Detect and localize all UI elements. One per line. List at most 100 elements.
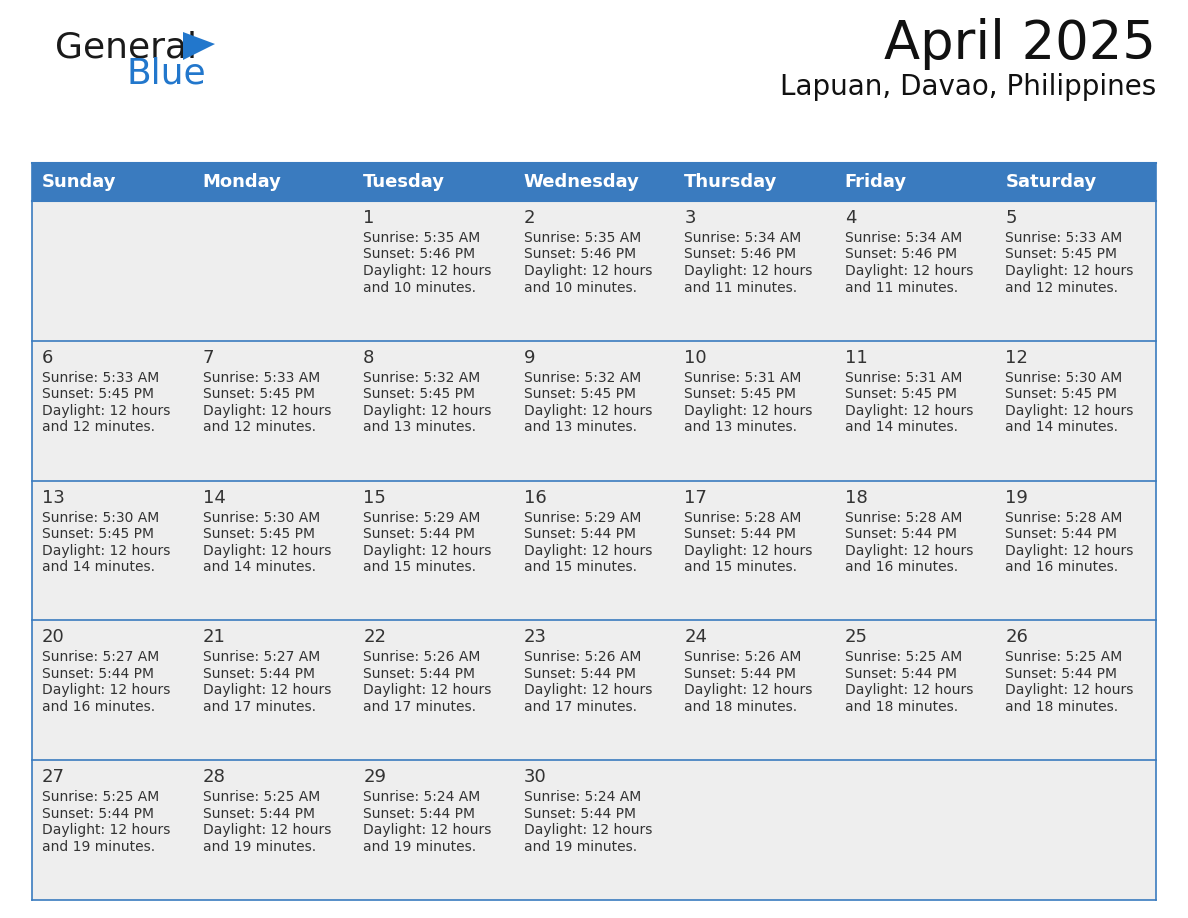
Text: and 18 minutes.: and 18 minutes. (684, 700, 797, 714)
Text: 12: 12 (1005, 349, 1029, 367)
Text: and 11 minutes.: and 11 minutes. (845, 281, 958, 295)
Bar (675, 760, 835, 900)
Text: Sunset: 5:44 PM: Sunset: 5:44 PM (364, 807, 475, 821)
Text: Sunrise: 5:34 AM: Sunrise: 5:34 AM (845, 231, 962, 245)
Text: Sunrise: 5:30 AM: Sunrise: 5:30 AM (1005, 371, 1123, 385)
Text: and 14 minutes.: and 14 minutes. (845, 420, 958, 434)
Text: Sunrise: 5:26 AM: Sunrise: 5:26 AM (524, 650, 642, 665)
Bar (192, 201, 353, 341)
Text: Sunrise: 5:30 AM: Sunrise: 5:30 AM (42, 510, 159, 524)
Text: and 15 minutes.: and 15 minutes. (524, 560, 637, 574)
Text: Sunrise: 5:31 AM: Sunrise: 5:31 AM (684, 371, 802, 385)
Bar (513, 481, 675, 621)
Text: Sunset: 5:45 PM: Sunset: 5:45 PM (42, 387, 154, 401)
Bar (835, 201, 996, 341)
Text: and 14 minutes.: and 14 minutes. (203, 560, 316, 574)
Bar (675, 341, 835, 481)
Text: Daylight: 12 hours: Daylight: 12 hours (524, 404, 652, 418)
Text: Friday: Friday (845, 173, 906, 191)
Text: Sunset: 5:44 PM: Sunset: 5:44 PM (203, 666, 315, 681)
Text: Sunset: 5:44 PM: Sunset: 5:44 PM (845, 527, 956, 541)
Text: 2: 2 (524, 209, 536, 227)
Text: Sunrise: 5:29 AM: Sunrise: 5:29 AM (364, 510, 480, 524)
Text: Sunset: 5:44 PM: Sunset: 5:44 PM (524, 807, 636, 821)
Text: Sunset: 5:46 PM: Sunset: 5:46 PM (524, 248, 636, 262)
Text: Daylight: 12 hours: Daylight: 12 hours (1005, 683, 1133, 698)
Text: 13: 13 (42, 488, 65, 507)
Text: and 19 minutes.: and 19 minutes. (42, 840, 156, 854)
Text: Sunset: 5:45 PM: Sunset: 5:45 PM (524, 387, 636, 401)
Text: and 13 minutes.: and 13 minutes. (364, 420, 476, 434)
Bar (513, 621, 675, 760)
Text: Daylight: 12 hours: Daylight: 12 hours (42, 543, 170, 557)
Text: Daylight: 12 hours: Daylight: 12 hours (203, 543, 331, 557)
Text: Sunset: 5:44 PM: Sunset: 5:44 PM (524, 527, 636, 541)
Text: and 17 minutes.: and 17 minutes. (524, 700, 637, 714)
Text: Daylight: 12 hours: Daylight: 12 hours (684, 264, 813, 278)
Text: Sunset: 5:44 PM: Sunset: 5:44 PM (364, 527, 475, 541)
Text: 11: 11 (845, 349, 867, 367)
Text: Daylight: 12 hours: Daylight: 12 hours (1005, 264, 1133, 278)
Text: and 19 minutes.: and 19 minutes. (203, 840, 316, 854)
Text: Daylight: 12 hours: Daylight: 12 hours (42, 683, 170, 698)
Bar (192, 481, 353, 621)
Text: Daylight: 12 hours: Daylight: 12 hours (42, 404, 170, 418)
Text: 8: 8 (364, 349, 374, 367)
Bar (192, 760, 353, 900)
Text: Sunrise: 5:33 AM: Sunrise: 5:33 AM (203, 371, 320, 385)
Text: Sunset: 5:44 PM: Sunset: 5:44 PM (845, 666, 956, 681)
Text: Sunset: 5:45 PM: Sunset: 5:45 PM (364, 387, 475, 401)
Text: Sunrise: 5:27 AM: Sunrise: 5:27 AM (203, 650, 320, 665)
Text: Sunrise: 5:25 AM: Sunrise: 5:25 AM (845, 650, 962, 665)
Text: 4: 4 (845, 209, 857, 227)
Bar (835, 481, 996, 621)
Text: Sunrise: 5:33 AM: Sunrise: 5:33 AM (42, 371, 159, 385)
Text: Sunrise: 5:35 AM: Sunrise: 5:35 AM (524, 231, 642, 245)
Bar (675, 481, 835, 621)
Text: and 15 minutes.: and 15 minutes. (684, 560, 797, 574)
Text: Sunrise: 5:24 AM: Sunrise: 5:24 AM (364, 790, 480, 804)
Text: 14: 14 (203, 488, 226, 507)
Text: Sunset: 5:46 PM: Sunset: 5:46 PM (684, 248, 796, 262)
Text: Sunset: 5:46 PM: Sunset: 5:46 PM (364, 248, 475, 262)
Bar (675, 621, 835, 760)
Text: Thursday: Thursday (684, 173, 778, 191)
Text: Blue: Blue (127, 56, 207, 90)
Text: Sunset: 5:44 PM: Sunset: 5:44 PM (42, 666, 154, 681)
Text: Daylight: 12 hours: Daylight: 12 hours (364, 683, 492, 698)
Text: April 2025: April 2025 (884, 18, 1156, 70)
Text: Daylight: 12 hours: Daylight: 12 hours (42, 823, 170, 837)
Text: Tuesday: Tuesday (364, 173, 446, 191)
Text: Sunrise: 5:34 AM: Sunrise: 5:34 AM (684, 231, 802, 245)
Bar (32, 760, 192, 900)
Text: and 10 minutes.: and 10 minutes. (524, 281, 637, 295)
Text: and 16 minutes.: and 16 minutes. (42, 700, 156, 714)
Text: Sunset: 5:44 PM: Sunset: 5:44 PM (684, 527, 796, 541)
Text: Daylight: 12 hours: Daylight: 12 hours (364, 404, 492, 418)
Text: 5: 5 (1005, 209, 1017, 227)
Text: Sunset: 5:44 PM: Sunset: 5:44 PM (1005, 666, 1118, 681)
Text: Monday: Monday (203, 173, 282, 191)
Text: Daylight: 12 hours: Daylight: 12 hours (845, 543, 973, 557)
Text: Sunrise: 5:25 AM: Sunrise: 5:25 AM (42, 790, 159, 804)
Bar (192, 621, 353, 760)
Bar (353, 481, 513, 621)
Text: Sunrise: 5:28 AM: Sunrise: 5:28 AM (845, 510, 962, 524)
Text: Wednesday: Wednesday (524, 173, 639, 191)
Text: Sunset: 5:44 PM: Sunset: 5:44 PM (42, 807, 154, 821)
Text: Daylight: 12 hours: Daylight: 12 hours (203, 683, 331, 698)
Text: Daylight: 12 hours: Daylight: 12 hours (524, 823, 652, 837)
Text: Sunset: 5:45 PM: Sunset: 5:45 PM (845, 387, 956, 401)
Bar (513, 201, 675, 341)
Text: and 12 minutes.: and 12 minutes. (42, 420, 154, 434)
Bar (353, 201, 513, 341)
Bar (32, 341, 192, 481)
Text: and 18 minutes.: and 18 minutes. (845, 700, 958, 714)
Bar (353, 341, 513, 481)
Text: and 13 minutes.: and 13 minutes. (684, 420, 797, 434)
Text: and 14 minutes.: and 14 minutes. (42, 560, 154, 574)
Text: Daylight: 12 hours: Daylight: 12 hours (684, 683, 813, 698)
Text: Daylight: 12 hours: Daylight: 12 hours (845, 404, 973, 418)
Text: Daylight: 12 hours: Daylight: 12 hours (845, 264, 973, 278)
Text: 18: 18 (845, 488, 867, 507)
